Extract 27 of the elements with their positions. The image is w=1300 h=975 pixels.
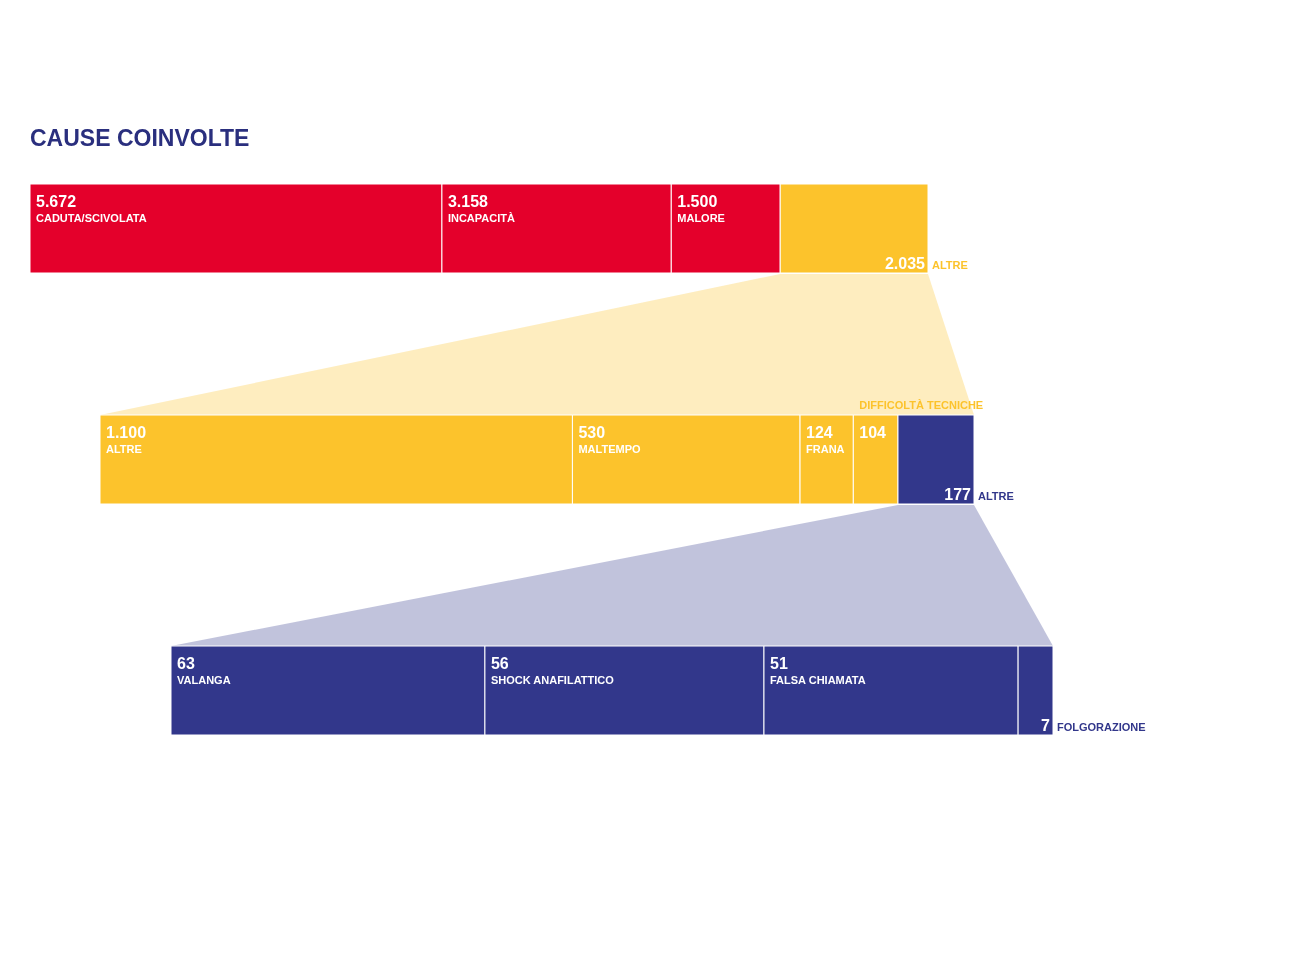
series-label: ALTRE [106,443,142,455]
data-label: 177 [944,486,972,503]
data-label: 51 [769,655,788,672]
series-label: VALANGA [177,674,231,686]
series-label: MALORE [677,212,725,224]
data-label: 1.500 [677,193,718,210]
series-label: INCAPACITÀ [447,212,515,224]
series-label: FALSA CHIAMATA [769,674,866,686]
data-label: 63 [177,655,195,672]
data-label: 56 [490,655,509,672]
data-label: 104 [859,424,887,441]
series-label: CADUTA/SCIVOLATA [36,212,147,224]
data-label: 3.158 [447,193,489,210]
series-label: ALTRE [932,259,968,271]
series-label: FOLGORAZIONE [1057,721,1146,733]
data-label: 530 [578,424,606,441]
data-label: 7 [1041,717,1051,734]
series-label: DIFFICOLTÀ TECNICHE [859,399,984,411]
chart-title: CAUSE COINVOLTE [30,124,250,151]
series-label: FRANA [806,443,845,455]
series-label: MALTEMPO [578,443,641,455]
data-label: 5.672 [36,193,77,210]
data-label: 2.035 [884,255,926,272]
series-label: SHOCK ANAFILATTICO [490,674,615,686]
data-label: 124 [806,424,833,441]
series-label: ALTRE [978,490,1014,502]
data-label: 1.100 [106,424,147,441]
